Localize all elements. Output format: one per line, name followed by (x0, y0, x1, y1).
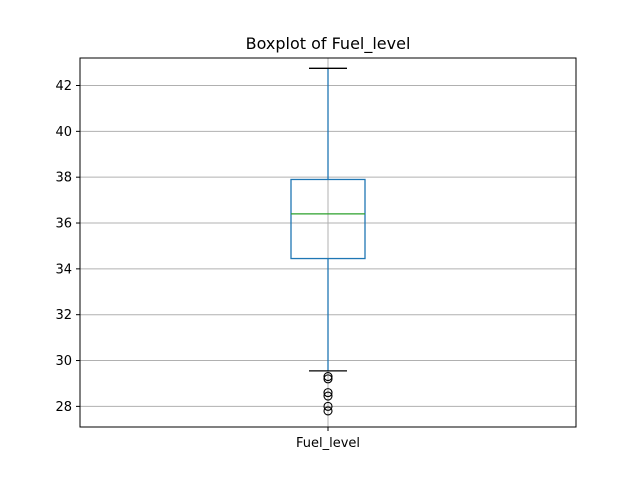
y-tick-label: 32 (55, 308, 72, 323)
y-tick-label: 36 (55, 217, 72, 232)
y-tick-label: 40 (55, 125, 72, 140)
y-tick-label: 34 (55, 262, 72, 277)
y-tick-label: 30 (55, 354, 72, 369)
outlier-point (323, 401, 333, 411)
y-tick-label: 28 (55, 400, 72, 415)
outlier-point (323, 388, 333, 398)
chart-title: Boxplot of Fuel_level (246, 34, 411, 54)
iqr-box (290, 178, 366, 260)
y-tick-label: 42 (55, 79, 72, 94)
y-tick-label: 38 (55, 171, 72, 186)
x-axis: Fuel_level (296, 427, 360, 451)
outlier-point (323, 374, 333, 384)
outlier-point (323, 406, 333, 416)
y-axis: 28 30 32 34 36 38 40 42 (55, 79, 80, 415)
outlier-point (323, 391, 333, 401)
box-group (290, 67, 366, 416)
outlier-point (323, 372, 333, 382)
x-tick-label: Fuel_level (296, 436, 360, 451)
